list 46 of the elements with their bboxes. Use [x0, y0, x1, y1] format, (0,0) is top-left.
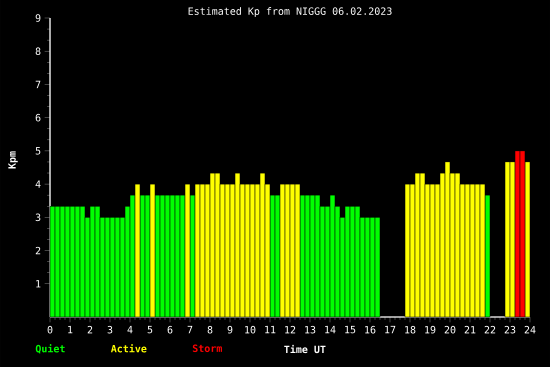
bar [304, 194, 310, 318]
y-axis-title: Kpm [8, 151, 18, 168]
x-tick-label: 1 [68, 326, 72, 334]
y-tick-label: 8 [36, 47, 40, 56]
bar [504, 162, 510, 318]
bar [194, 184, 200, 318]
y-tick-label: 1 [36, 280, 40, 288]
x-tick-label: 12 [285, 326, 296, 334]
x-tick-label: 4 [127, 326, 133, 334]
x-tick-label: 14 [325, 326, 336, 334]
y-tick-label: 9 [36, 14, 40, 22]
x-axis-title: Time UT [284, 344, 326, 354]
x-tick-label: 17 [385, 326, 396, 334]
x-tick-label: 11 [265, 326, 276, 334]
x-tick-label: 20 [444, 326, 456, 334]
text: Storm [192, 344, 222, 352]
y-tick-label: 7 [36, 80, 40, 88]
y-tick-label: 2 [36, 246, 40, 254]
x-tick-label: 21 [464, 326, 476, 334]
text: Quiet [36, 344, 65, 354]
y-tick-label: 6 [36, 114, 40, 122]
x-tick-label: 5 [148, 326, 152, 334]
x-tick-label: 7 [188, 326, 192, 334]
bar [50, 206, 56, 318]
y-tick-label: 5 [36, 147, 40, 155]
x-tick-label: 18 [405, 326, 416, 334]
bar [404, 184, 410, 318]
x-tick-label: 16 [365, 326, 376, 334]
x-tick-label: 19 [425, 326, 436, 334]
x-tick-label: 0 [48, 326, 52, 334]
x-tick-label: 10 [245, 326, 256, 334]
x-tick-label: 22 [484, 326, 496, 334]
x-tick-label: 23 [504, 326, 516, 334]
x-tick-label: 2 [88, 326, 92, 334]
chart-title: Estimated Kp from NIGGG 06.02.2023 [188, 7, 392, 17]
x-tick-label: 8 [208, 326, 212, 334]
x-tick-label: 15 [345, 326, 356, 334]
x-tick-label: 24 [524, 326, 536, 334]
x-tick-label: 3 [108, 326, 112, 334]
x-tick-label: 6 [168, 326, 172, 334]
y-tick-label: 4 [36, 180, 41, 188]
y-tick-label: 3 [36, 214, 40, 222]
x-tick-label: 9 [228, 326, 232, 334]
x-tick-label: 13 [305, 326, 316, 334]
bar [160, 194, 166, 318]
text: Active [110, 344, 146, 352]
